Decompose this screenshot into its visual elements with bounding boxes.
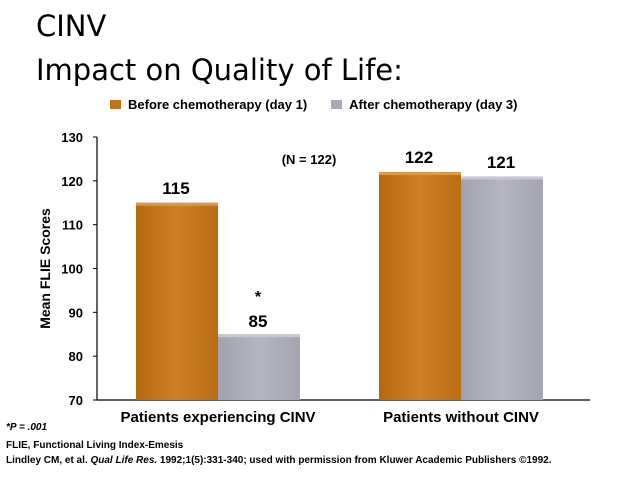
footnote-abbreviation: FLIE, Functional Living Index-Emesis — [6, 440, 184, 451]
bar — [136, 202, 218, 400]
slide-title-line2: Impact on Quality of Life: — [36, 53, 403, 87]
y-tick-label: 120 — [61, 174, 83, 189]
significance-marker: * — [255, 289, 262, 306]
y-tick-label: 100 — [61, 262, 83, 277]
slide-title-line1: CINV — [36, 9, 107, 43]
citation-authors: Lindley CM, et al. — [6, 455, 91, 466]
legend-swatch-after — [331, 100, 343, 109]
bar-top-highlight — [218, 334, 300, 338]
y-tick-label: 110 — [62, 218, 83, 233]
data-label: 85 — [249, 312, 268, 331]
bar — [379, 172, 461, 400]
chart-legend: Before chemotherapy (day 1) After chemot… — [110, 97, 542, 112]
data-label: 121 — [487, 153, 515, 172]
legend-item-before: Before chemotherapy (day 1) — [110, 97, 307, 112]
bar — [461, 176, 543, 400]
legend-label-after: After chemotherapy (day 3) — [349, 97, 518, 112]
x-category-label: Patients without CINV — [383, 409, 539, 426]
bar — [218, 334, 300, 400]
citation-journal: Qual Life Res. — [90, 455, 158, 466]
n-annotation: (N = 122) — [282, 152, 337, 167]
footnote-p-value-text: *P = .001 — [6, 422, 48, 433]
data-label: 115 — [162, 179, 189, 198]
y-tick-label: 130 — [61, 130, 83, 145]
footnote-citation: Lindley CM, et al. Qual Life Res. 1992;1… — [6, 455, 552, 466]
legend-label-before: Before chemotherapy (day 1) — [128, 97, 308, 112]
y-tick-label: 70 — [69, 393, 83, 408]
bar-top-highlight — [379, 172, 461, 176]
bar-top-highlight — [136, 202, 218, 206]
citation-details: 1992;1(5):331-340; used with permission … — [157, 455, 552, 466]
legend-item-after: After chemotherapy (day 3) — [331, 97, 518, 112]
x-category-label: Patients experiencing CINV — [120, 409, 315, 426]
data-label: 122 — [405, 148, 433, 167]
bar-top-highlight — [461, 176, 543, 180]
y-tick-label: 90 — [69, 305, 83, 320]
footnote-p-value: *P = .001 — [6, 422, 47, 433]
y-tick-label: 80 — [69, 349, 83, 364]
legend-swatch-before — [110, 100, 121, 109]
y-axis-label: Mean FLIE Scores — [37, 208, 53, 329]
